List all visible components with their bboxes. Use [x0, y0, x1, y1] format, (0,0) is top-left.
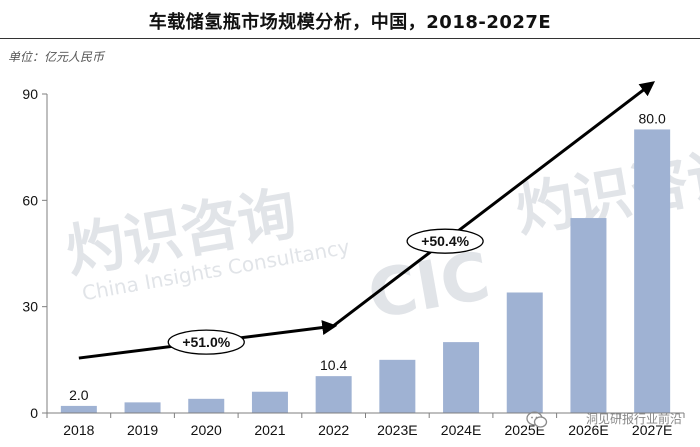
bar-2027E — [634, 129, 671, 413]
bar-2026E — [570, 218, 607, 413]
x-tick-label-2023E: 2023E — [377, 422, 417, 438]
title-area: 车载储氢瓶市场规模分析，中国，2018-2027E — [0, 0, 700, 40]
bar-2024E — [443, 342, 480, 413]
x-tick-label-2026E: 2026E — [568, 422, 608, 438]
bar-2020 — [188, 398, 225, 413]
x-tick-label-2018: 2018 — [63, 422, 94, 438]
x-tick-label-2020: 2020 — [191, 422, 222, 438]
wechat-account-label: 洞见研报行业前沿 — [585, 412, 682, 426]
unit-label: 单位：亿元人民币 — [8, 50, 105, 64]
growth-arrows-layer: +51.0% +50.4% — [78, 81, 656, 360]
chart-title: 车载储氢瓶市场规模分析，中国，2018-2027E — [148, 12, 552, 33]
axes-layer: 0 30 60 90 2018 2019 2020 2021 2022 2023E 2024E 202… — [22, 86, 685, 438]
growth-label-2: +50.4% — [421, 233, 469, 249]
bar-2021 — [251, 391, 288, 413]
x-tick-label-2025E: 2025E — [505, 422, 545, 438]
growth-arrow-2 — [330, 81, 656, 329]
growth-label-1-bubble — [167, 329, 245, 355]
data-label-2018: 2.0 — [69, 387, 89, 403]
y-tick-label-90: 90 — [22, 86, 38, 102]
wechat-icon — [526, 411, 548, 428]
bar-2025E — [506, 292, 543, 413]
bar-2023E — [379, 359, 416, 413]
y-tick-label-60: 60 — [22, 192, 38, 208]
x-tick-label-2019: 2019 — [127, 422, 158, 438]
labels-layer: 2.0 10.4 80.0 — [69, 110, 666, 402]
title-divider — [0, 38, 700, 39]
growth-label-2-bubble — [406, 228, 484, 254]
x-tick-label-2027E: 2027E — [632, 422, 672, 438]
growth-label-1: +51.0% — [182, 334, 230, 350]
bar-2022 — [315, 376, 352, 413]
x-tick-label-2024E: 2024E — [441, 422, 481, 438]
data-label-2022: 10.4 — [320, 357, 347, 373]
y-tick-label-0: 0 — [30, 405, 38, 421]
data-label-2027E: 80.0 — [639, 110, 666, 126]
bar-2018 — [60, 405, 97, 413]
y-tick-label-30: 30 — [22, 299, 38, 315]
x-tick-label-2021: 2021 — [254, 422, 285, 438]
bars-layer — [60, 129, 671, 413]
bar-2019 — [124, 402, 161, 413]
x-tick-label-2022: 2022 — [318, 422, 349, 438]
